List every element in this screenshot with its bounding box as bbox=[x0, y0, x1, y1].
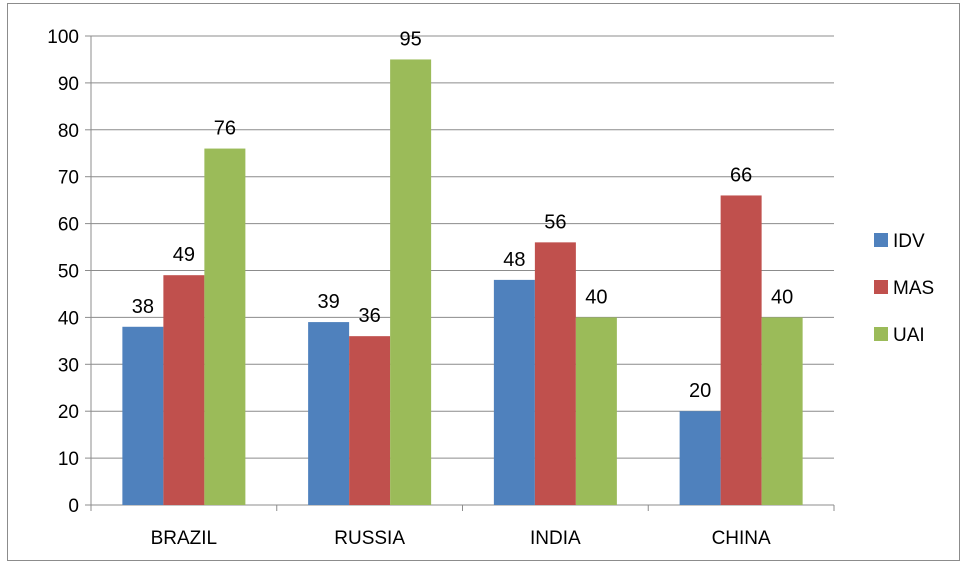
data-label: 38 bbox=[132, 296, 154, 318]
data-label: 40 bbox=[771, 286, 793, 308]
y-tick-label: 90 bbox=[58, 74, 79, 95]
bar-mas-russia bbox=[349, 336, 391, 505]
bar-uai-india bbox=[575, 317, 617, 505]
legend-swatch-uai bbox=[874, 327, 888, 341]
bar-idv-india bbox=[493, 279, 535, 505]
y-tick-label: 0 bbox=[68, 496, 79, 517]
data-label: 48 bbox=[503, 249, 525, 271]
data-label: 39 bbox=[318, 291, 340, 313]
y-tick-label: 60 bbox=[58, 215, 79, 236]
data-label: 36 bbox=[359, 305, 381, 327]
axes: 0 10 20 30 40 50 60 70 80 90 100 BRAZIL RUSSIA INDIA C… bbox=[47, 27, 835, 549]
legend-swatch-idv bbox=[874, 233, 888, 247]
bar-mas-india bbox=[534, 242, 576, 506]
y-tick-label: 30 bbox=[58, 355, 79, 376]
bar-idv-russia bbox=[308, 322, 350, 505]
legend-label: IDV bbox=[893, 231, 925, 252]
y-tick-label: 80 bbox=[58, 121, 79, 142]
y-tick-label: 40 bbox=[58, 308, 79, 329]
legend-label: UAI bbox=[893, 325, 925, 346]
bars bbox=[122, 59, 803, 506]
y-tick-label: 10 bbox=[58, 449, 79, 470]
bar-uai-brazil bbox=[204, 148, 246, 505]
legend: IDV MAS UAI bbox=[874, 231, 934, 346]
data-label: 56 bbox=[544, 211, 566, 233]
bar-mas-brazil bbox=[163, 275, 205, 505]
y-tick-label: 70 bbox=[58, 168, 79, 189]
y-tick-label: 20 bbox=[58, 402, 79, 423]
legend-swatch-mas bbox=[874, 280, 888, 294]
bar-idv-brazil bbox=[122, 326, 164, 505]
data-label: 76 bbox=[214, 118, 236, 140]
x-category-label: INDIA bbox=[530, 528, 581, 549]
bar-uai-china bbox=[761, 317, 803, 505]
bar-uai-russia bbox=[390, 59, 432, 505]
bar-idv-china bbox=[679, 411, 721, 505]
y-tick-label: 100 bbox=[47, 27, 79, 48]
data-label: 66 bbox=[730, 164, 752, 186]
data-label: 49 bbox=[173, 244, 195, 266]
data-label: 95 bbox=[400, 28, 422, 50]
data-label: 40 bbox=[585, 286, 607, 308]
x-category-label: RUSSIA bbox=[334, 528, 405, 549]
x-category-label: CHINA bbox=[712, 528, 771, 549]
bar-mas-china bbox=[720, 195, 762, 505]
legend-label: MAS bbox=[893, 278, 934, 299]
y-tick-label: 50 bbox=[58, 262, 79, 283]
x-category-label: BRAZIL bbox=[151, 528, 218, 549]
data-labels: 38 49 76 39 36 95 48 56 40 20 66 40 bbox=[132, 28, 794, 402]
data-label: 20 bbox=[689, 380, 711, 402]
